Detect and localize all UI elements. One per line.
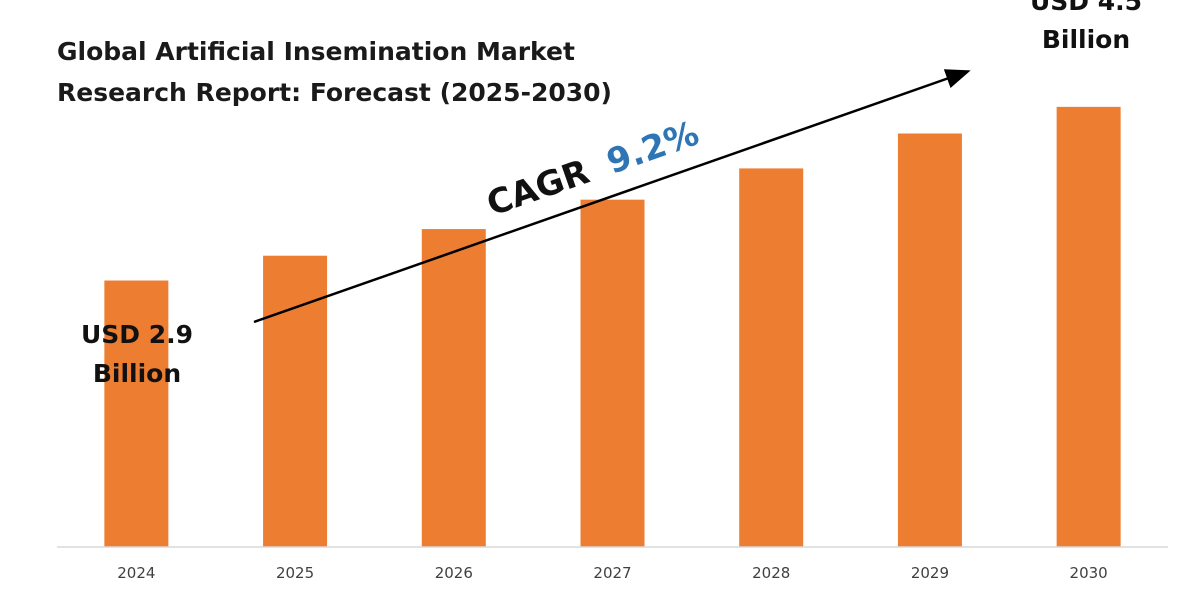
cagr-prefix: CAGR <box>482 152 595 225</box>
start-value-label-line-1: USD 2.9 <box>81 320 193 349</box>
x-tick-label-2025: 2025 <box>276 564 314 582</box>
bar-2024 <box>104 280 169 547</box>
start-value-label-line-2: Billion <box>93 359 181 388</box>
bar-2028 <box>739 168 804 547</box>
x-tick-label-2027: 2027 <box>593 564 631 582</box>
x-tick-label-2026: 2026 <box>435 564 473 582</box>
x-tick-label-2028: 2028 <box>752 564 790 582</box>
cagr-value: 9.2% <box>602 114 704 183</box>
end-value-label-line-2: Billion <box>1042 25 1130 54</box>
bar-2029 <box>897 133 962 547</box>
growth-trend-arrow <box>253 69 971 324</box>
bar-series <box>104 106 1121 548</box>
bar-2027 <box>580 199 645 548</box>
bar-2025 <box>263 255 328 547</box>
x-tick-label-2024: 2024 <box>117 564 155 582</box>
x-axis-ticks: 2024 2025 2026 2027 2028 2029 2030 <box>117 564 1107 582</box>
bar-2030 <box>1056 106 1121 547</box>
bar-2026 <box>421 229 486 547</box>
chart-title-line-2: Research Report: Forecast (2025-2030) <box>57 78 612 107</box>
chart-title-line-1: Global Artificial Insemination Market <box>57 37 575 66</box>
x-tick-label-2029: 2029 <box>911 564 949 582</box>
x-tick-label-2030: 2030 <box>1070 564 1108 582</box>
end-value-label-line-1: USD 4.5 <box>1030 0 1142 16</box>
